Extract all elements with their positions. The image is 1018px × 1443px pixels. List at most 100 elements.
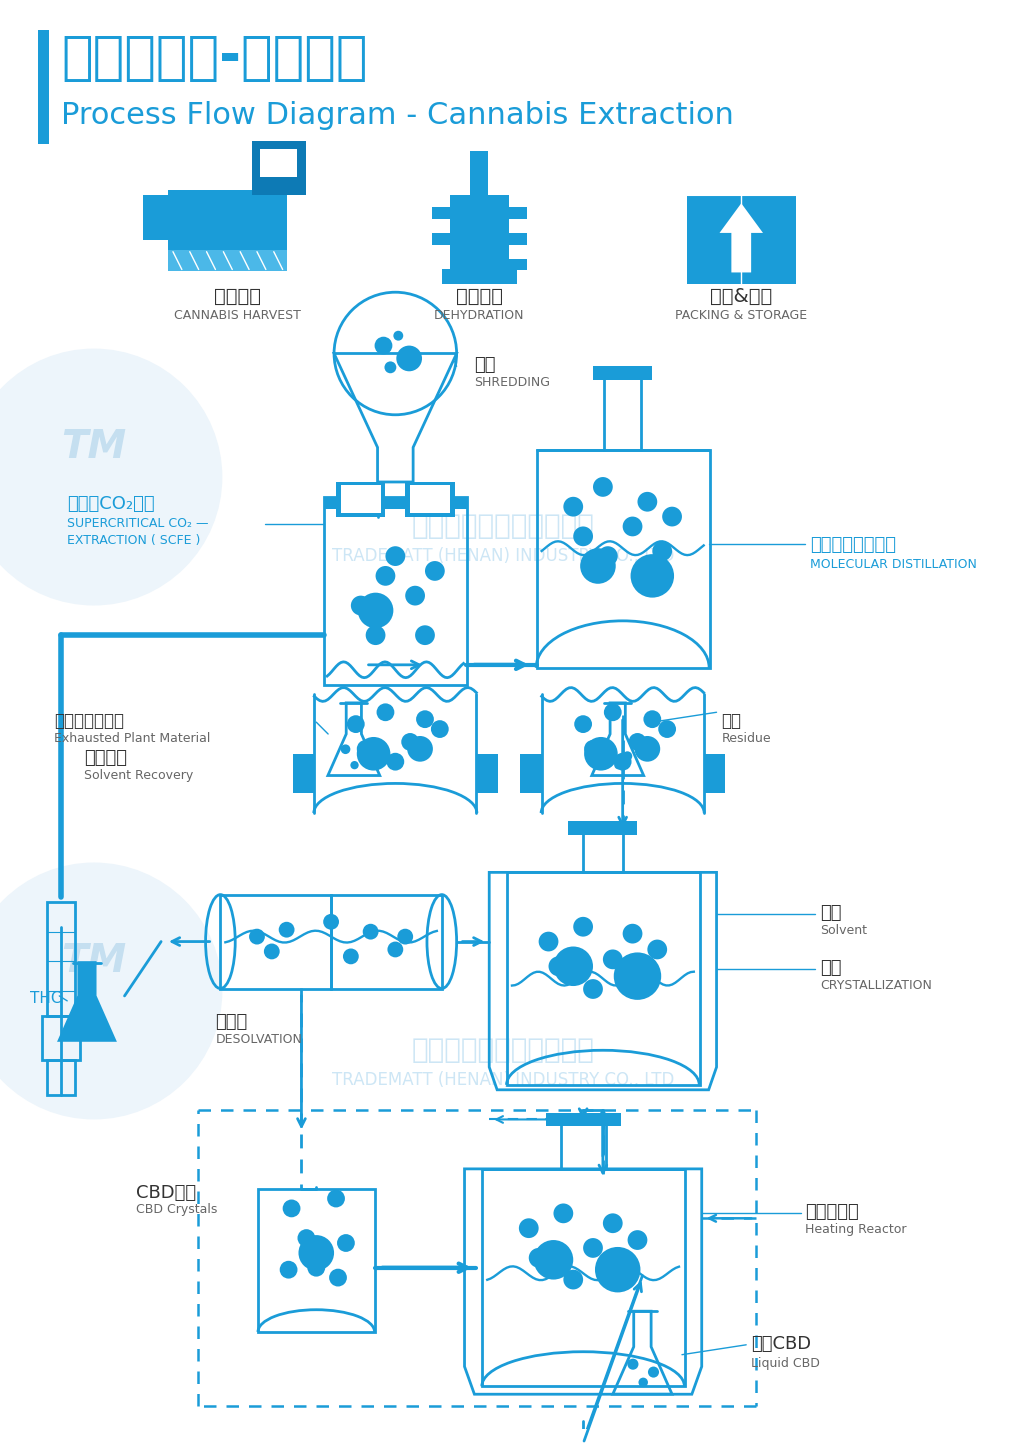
Bar [470,152,489,198]
Circle shape [647,1367,659,1378]
Bar [442,270,517,284]
Text: TM: TM [61,429,126,466]
Text: 超临界CO₂萃取: 超临界CO₂萃取 [67,495,155,512]
Circle shape [329,1268,347,1287]
Polygon shape [59,962,115,1040]
Circle shape [584,737,618,771]
Text: 脱水干燥: 脱水干燥 [456,287,503,306]
Circle shape [351,596,371,615]
Circle shape [393,330,403,341]
Bar [168,190,287,254]
Text: 残渣: 残渣 [722,713,741,730]
Circle shape [416,710,434,729]
Bar [48,902,75,1016]
Bar [405,482,455,517]
Circle shape [563,496,583,517]
Text: THC: THC [30,991,61,1006]
Bar [536,450,710,668]
Circle shape [604,703,622,722]
Circle shape [583,1238,603,1258]
Circle shape [73,1007,83,1017]
Circle shape [357,593,393,628]
Circle shape [623,924,642,944]
Text: 河南驰迈特实业有限公司: 河南驰迈特实业有限公司 [411,512,595,541]
Circle shape [387,753,404,771]
Circle shape [83,1025,93,1033]
Circle shape [356,740,375,758]
Text: CBD Crystals: CBD Crystals [136,1203,218,1216]
Polygon shape [720,203,764,273]
Text: CANNABIS HARVEST: CANNABIS HARVEST [174,309,300,322]
Circle shape [376,566,395,586]
Text: DESOLVATION: DESOLVATION [216,1033,302,1046]
Text: 结晶: 结晶 [821,960,842,977]
Bar [336,482,386,517]
Circle shape [637,971,658,991]
Circle shape [0,863,222,1120]
Bar [324,496,467,684]
Bar [483,1169,685,1387]
Circle shape [627,1359,638,1369]
Circle shape [627,1229,647,1250]
Circle shape [574,716,592,733]
Text: PACKING & STORAGE: PACKING & STORAGE [675,309,807,322]
Bar [144,195,171,240]
Circle shape [593,478,613,496]
Text: Exhausted Plant Material: Exhausted Plant Material [54,732,211,745]
Bar [561,1124,606,1169]
Circle shape [533,1240,573,1280]
Circle shape [614,753,631,771]
Bar [43,1016,80,1061]
Circle shape [623,517,642,537]
Circle shape [297,1229,316,1247]
Text: 打包&存储: 打包&存储 [711,287,773,306]
Bar [593,367,653,380]
Circle shape [407,736,433,762]
Text: SUPERCRITICAL CO₂ —: SUPERCRITICAL CO₂ — [67,517,209,530]
Circle shape [425,561,445,582]
Bar [509,232,526,245]
Circle shape [385,361,396,374]
Text: EXTRACTION ( SCFE ): EXTRACTION ( SCFE ) [67,534,201,547]
Circle shape [634,736,661,762]
Bar [450,195,509,274]
Circle shape [638,1378,647,1387]
Text: SHREDDING: SHREDDING [474,377,551,390]
Circle shape [595,1247,640,1293]
Bar [509,208,526,219]
Circle shape [397,929,413,945]
Circle shape [401,733,419,750]
Text: MOLECULAR DISTILLATION: MOLECULAR DISTILLATION [810,558,977,571]
Text: 破碎: 破碎 [474,356,496,375]
Bar [260,149,297,176]
Circle shape [653,541,672,561]
Text: 河南驰迈特实业有限公司: 河南驰迈特实业有限公司 [411,1036,595,1065]
Circle shape [396,345,422,371]
Bar [331,895,442,988]
Circle shape [628,733,646,750]
Circle shape [614,760,623,769]
Circle shape [249,929,265,945]
Text: Process Flow Diagram - Cannabis Extraction: Process Flow Diagram - Cannabis Extracti… [61,101,734,130]
Text: 分子蒸馏提纯设备: 分子蒸馏提纯设备 [810,537,897,554]
Circle shape [388,942,403,957]
Circle shape [603,949,623,970]
Bar [687,195,796,284]
Bar [252,141,306,195]
Text: 去溶剂: 去溶剂 [216,1013,247,1030]
Circle shape [341,745,350,755]
Circle shape [659,720,676,737]
Circle shape [93,1014,103,1025]
Bar [410,485,450,512]
Circle shape [362,924,379,939]
Circle shape [347,716,364,733]
Bar [432,208,450,219]
Text: Solvent: Solvent [821,924,867,937]
Circle shape [358,752,369,760]
Text: 溶剂: 溶剂 [821,903,842,922]
Circle shape [337,1234,355,1253]
Circle shape [563,1270,583,1290]
Circle shape [603,1214,623,1234]
Circle shape [0,349,222,606]
Circle shape [377,703,394,722]
